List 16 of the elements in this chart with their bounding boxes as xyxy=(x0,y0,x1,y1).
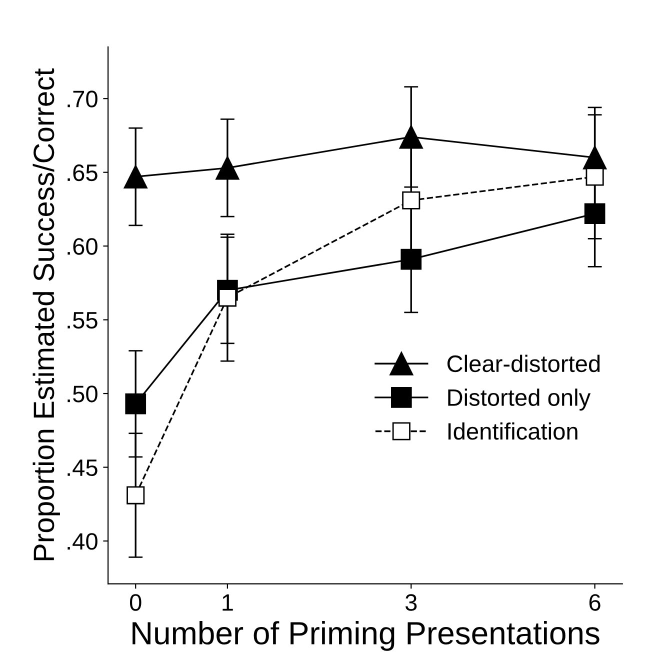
y-tick-label: .60 xyxy=(68,238,98,255)
y-tick-label: .65 xyxy=(68,164,98,182)
x-tick-label: 6 xyxy=(589,594,600,611)
x-tick-label: 1 xyxy=(222,594,233,611)
y-tick-label: .55 xyxy=(68,312,98,329)
y-axis-title: Proportion Estimated Success/Correct xyxy=(32,68,60,560)
y-tick-label: .40 xyxy=(68,533,98,550)
legend-label: Clear-distorted xyxy=(447,354,600,372)
y-tick-label: .45 xyxy=(68,460,98,476)
y-tick-label: .70 xyxy=(68,90,98,108)
legend-label: Distorted only xyxy=(448,388,591,411)
legend-label: Identification xyxy=(448,422,578,440)
x-tick-label: 0 xyxy=(130,594,142,611)
x-tick-label: 3 xyxy=(405,594,417,611)
y-tick-label: .50 xyxy=(68,386,98,402)
x-axis-title: Number of Priming Presentations xyxy=(132,621,600,651)
